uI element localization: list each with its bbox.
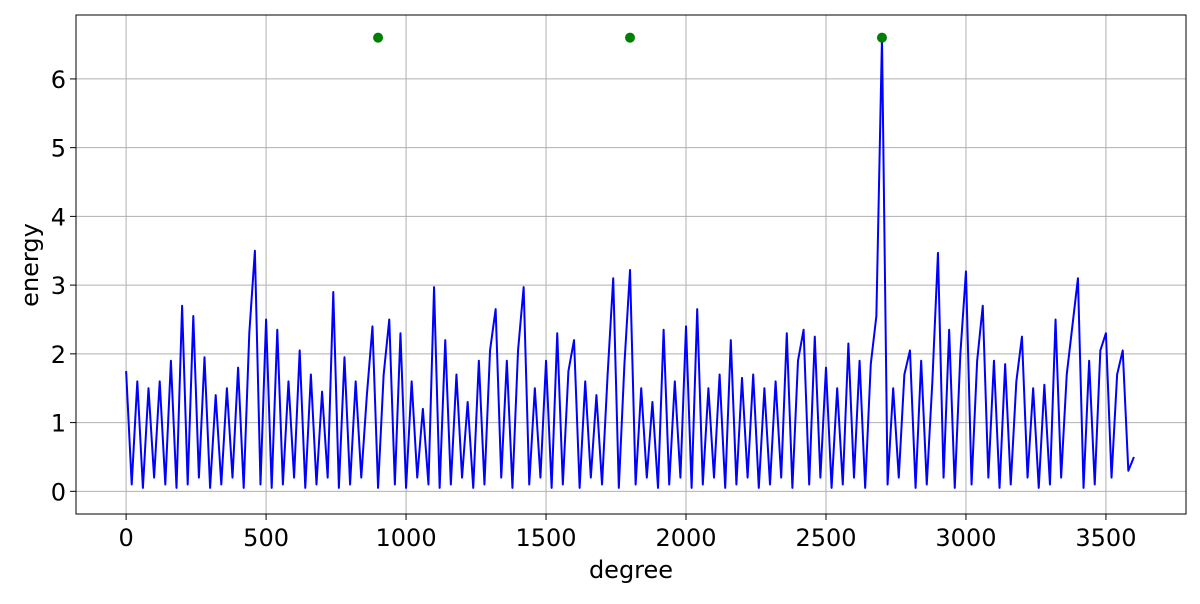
y-tick-label: 1	[51, 410, 66, 438]
scatter-point	[373, 32, 384, 43]
plot-frame	[75, 14, 1187, 515]
y-tick-label: 6	[51, 66, 66, 94]
y-tick-label: 3	[51, 272, 66, 300]
x-tick-label: 1000	[376, 524, 437, 552]
scatter-point	[876, 32, 887, 43]
scatter-point	[625, 32, 636, 43]
data-line	[125, 36, 1135, 489]
x-tick-label: 1500	[515, 524, 576, 552]
y-tick-label: 2	[51, 341, 66, 369]
y-tick-label: 5	[51, 135, 66, 163]
x-tick-label: 2000	[655, 524, 716, 552]
x-axis-label: degree	[589, 556, 673, 584]
x-tick-label: 500	[243, 524, 289, 552]
y-tick-label: 0	[51, 478, 66, 506]
y-tick-label: 4	[51, 203, 66, 231]
x-tick-label: 3000	[935, 524, 996, 552]
x-tick-label: 2500	[795, 524, 856, 552]
y-axis-label: energy	[16, 223, 44, 307]
x-tick-label: 0	[118, 524, 133, 552]
x-tick-label: 3500	[1075, 524, 1136, 552]
